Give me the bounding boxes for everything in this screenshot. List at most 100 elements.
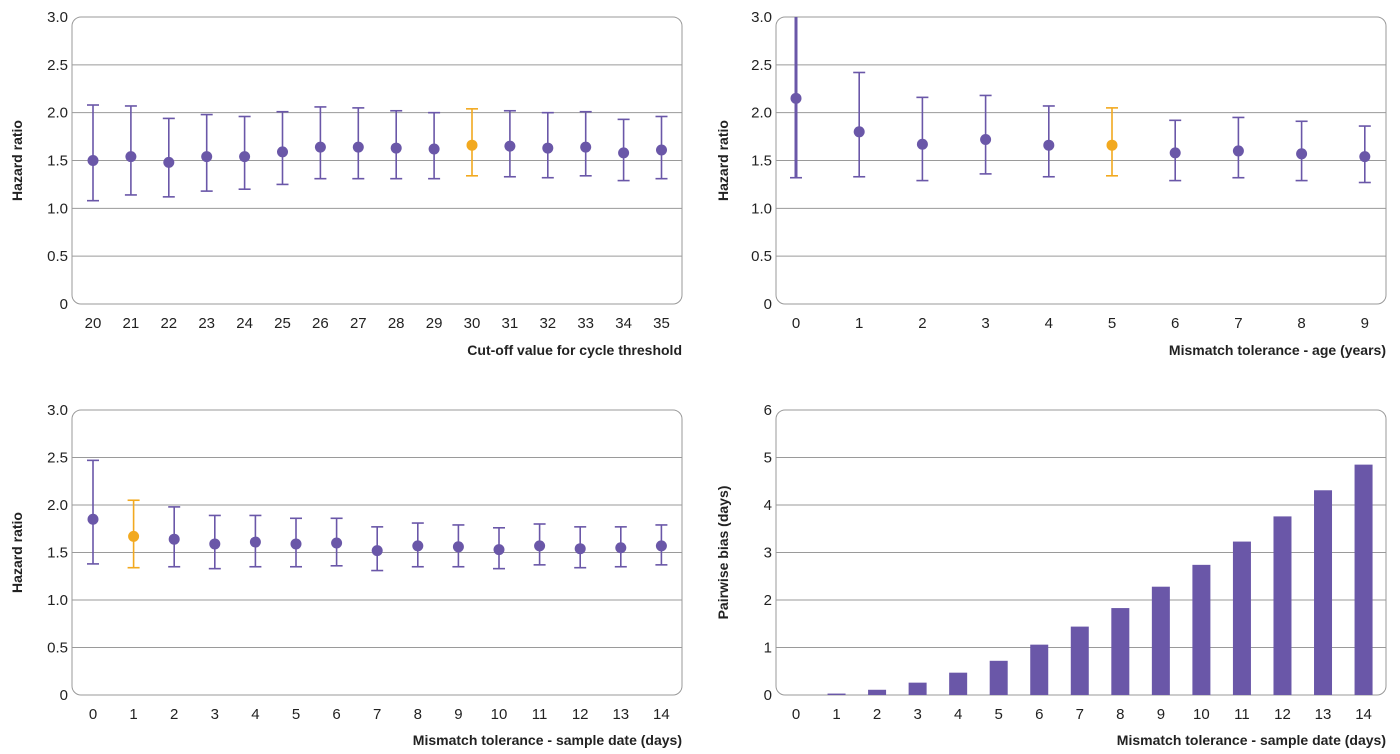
data-point [87,513,99,525]
data-point [128,530,140,542]
data-point [314,141,326,153]
bar [1030,644,1049,695]
y-axis-title: Pairwise bias (days) [715,486,731,620]
bar [1111,608,1130,695]
x-tick-label: 8 [414,706,422,723]
data-point [466,139,478,151]
x-tick-label: 22 [160,315,177,332]
x-tick-label: 35 [653,315,670,332]
data-point [352,141,364,153]
y-tick-label: 3 [764,545,772,562]
x-tick-label: 5 [995,706,1003,723]
x-tick-label: 4 [251,706,259,723]
data-point [390,142,402,154]
bar [827,693,846,695]
x-tick-label: 14 [1355,706,1372,723]
data-point [290,538,302,550]
x-tick-label: 28 [388,315,405,332]
data-point [1043,139,1055,151]
y-tick-label: 3.0 [47,402,68,419]
plot-frame [71,16,683,305]
x-tick-label: 8 [1297,315,1305,332]
data-point [201,151,213,163]
x-axis-title: Mismatch tolerance - sample date (days) [1117,732,1386,748]
x-tick-label: 25 [274,315,291,332]
data-point [574,543,586,555]
x-tick-label: 6 [1035,706,1043,723]
y-tick-label: 0.5 [751,248,772,265]
plot-frame [775,16,1387,305]
bar [1070,626,1089,695]
y-tick-label: 1.0 [47,200,68,217]
panel-c: 0 0.5 1.0 1.5 2.0 2.5 3.0 Hazard ratio Mismatch … [9,402,683,748]
data-point [655,540,667,552]
x-tick-label: 5 [292,706,300,723]
y-tick-label: 1.0 [47,592,68,609]
bar [1232,541,1251,695]
x-tick-label: 2 [873,706,881,723]
x-tick-label: 11 [532,706,548,723]
x-tick-label: 11 [1234,706,1250,723]
data-point [618,147,630,159]
x-tick-label: 1 [832,706,840,723]
bar [1151,586,1170,695]
data-point [428,143,440,155]
data-point [853,126,865,138]
x-tick-label: 9 [1361,315,1369,332]
x-tick-label: 9 [1157,706,1165,723]
data-point [87,155,99,166]
data-point [277,146,288,158]
x-tick-label: 6 [1171,315,1179,332]
data-point [163,156,175,168]
y-tick-label: 2.5 [751,57,772,74]
x-tick-label: 10 [1193,706,1210,723]
x-tick-label: 14 [653,706,670,723]
y-tick-label: 2.0 [47,497,68,514]
x-tick-label: 31 [502,315,519,332]
data-point [125,151,137,163]
data-point [331,537,343,549]
x-tick-label: 6 [332,706,340,723]
x-tick-label: 5 [1108,315,1116,332]
data-point [168,533,180,545]
bar [908,682,927,695]
x-tick-label: 30 [464,315,481,332]
x-tick-label: 10 [491,706,508,723]
x-axis-title: Mismatch tolerance - sample date (days) [413,732,682,748]
data-point [452,541,464,553]
bar [1273,516,1292,695]
y-tick-label: 1.5 [47,153,68,170]
bar [989,660,1008,695]
x-tick-label: 9 [454,706,462,723]
x-tick-label: 7 [1234,315,1242,332]
x-tick-label: 7 [1076,706,1084,723]
x-tick-label: 3 [211,706,219,723]
y-tick-label: 4 [764,497,772,514]
y-tick-label: 3.0 [751,9,772,26]
data-point [580,141,592,153]
x-tick-label: 21 [123,315,140,332]
data-point [980,133,992,145]
y-tick-label: 0 [60,296,68,313]
bar [949,672,968,695]
y-tick-label: 3.0 [47,9,68,26]
bar [1314,490,1333,695]
x-tick-label: 3 [913,706,921,723]
y-tick-label: 2.5 [47,57,68,74]
x-tick-label: 33 [577,315,594,332]
x-tick-label: 8 [1116,706,1124,723]
x-axis-title: Cut-off value for cycle threshold [467,342,682,358]
x-tick-label: 3 [981,315,989,332]
data-point [790,92,802,104]
y-tick-label: 0.5 [47,640,68,657]
x-tick-label: 29 [426,315,443,332]
y-tick-label: 0 [764,296,772,313]
y-tick-label: 2.5 [47,450,68,467]
x-tick-label: 2 [918,315,926,332]
y-axis-title: Hazard ratio [9,120,25,201]
x-axis-title: Mismatch tolerance - age (years) [1169,342,1386,358]
data-point [412,540,424,552]
panel-b: 0 0.5 1.0 1.5 2.0 2.5 3.0 Hazard ratio Mismatch … [715,9,1387,358]
